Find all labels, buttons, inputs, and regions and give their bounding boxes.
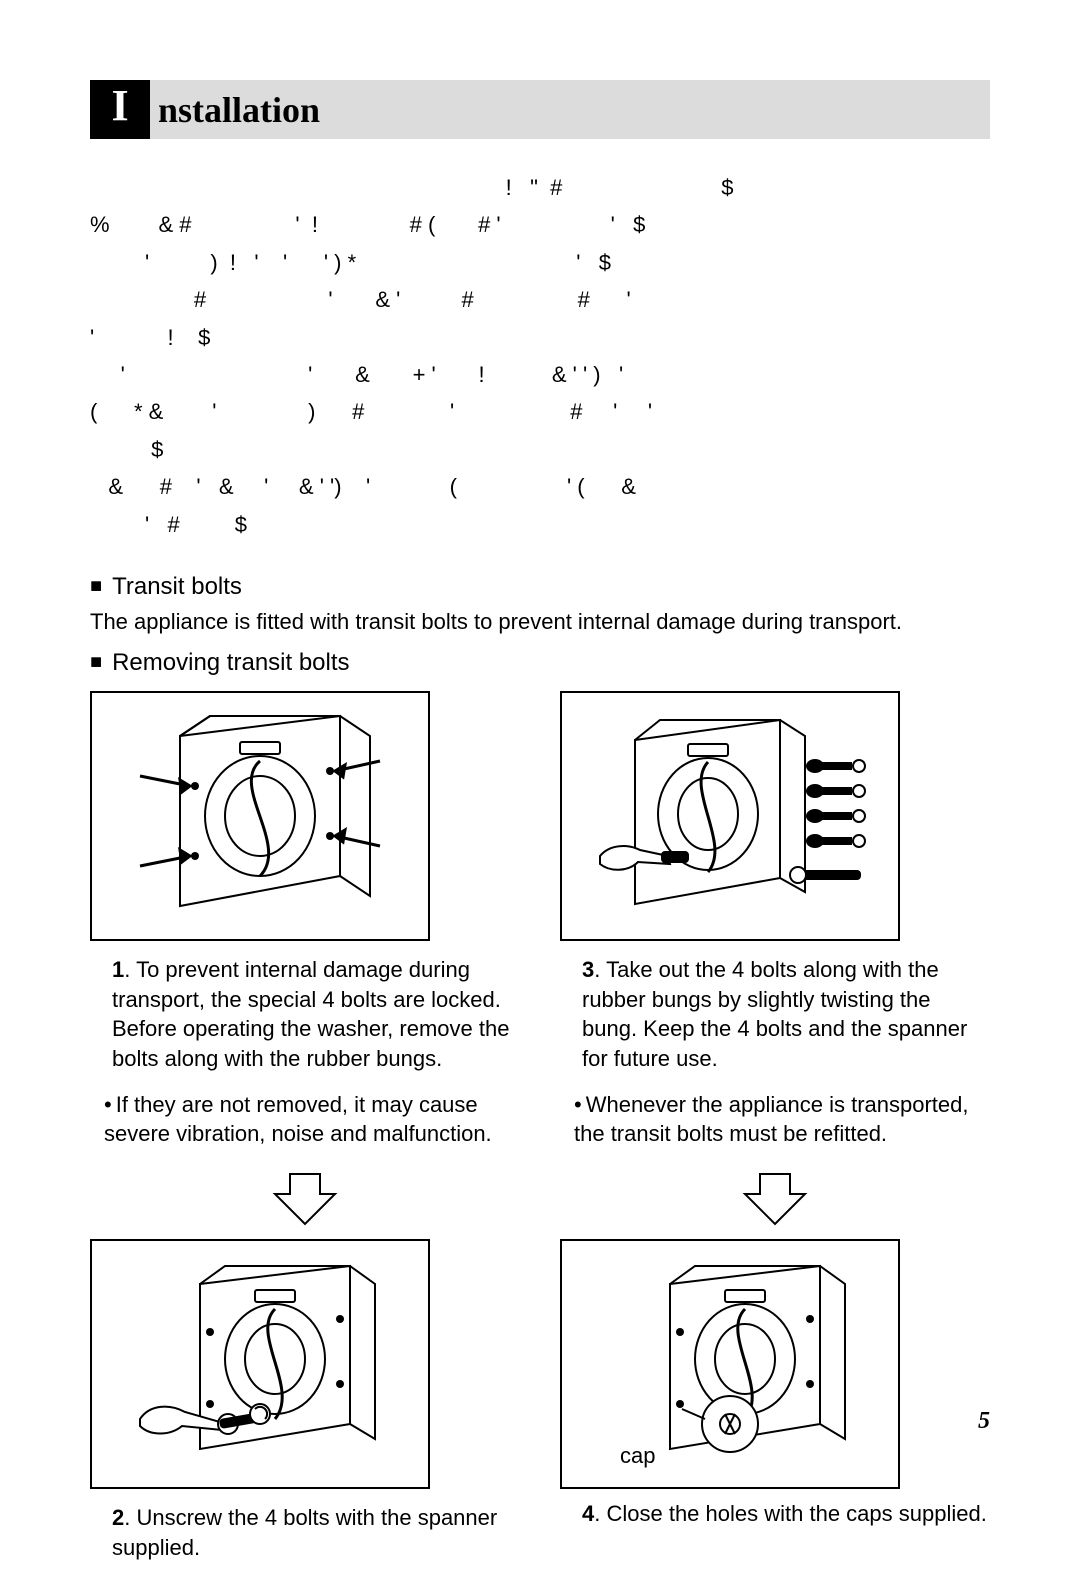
left-column: 1. To prevent internal damage during tra… bbox=[90, 691, 520, 1578]
title-bar: I nstallation bbox=[90, 80, 990, 139]
step-body: . Take out the 4 bolts along with the ru… bbox=[582, 957, 967, 1071]
washer-spanner-illustration bbox=[110, 1254, 410, 1474]
page-number: 5 bbox=[978, 1408, 990, 1435]
transit-bolts-description: The appliance is fitted with transit bol… bbox=[90, 609, 990, 635]
step-3-note: Whenever the appliance is transported, t… bbox=[560, 1090, 990, 1149]
section-removing-transit-bolts: ■ Removing transit bolts bbox=[90, 649, 990, 677]
section-title: Removing transit bolts bbox=[112, 649, 349, 677]
step-number: 2 bbox=[112, 1505, 124, 1530]
section-transit-bolts: ■ Transit bolts bbox=[90, 573, 990, 601]
washer-remove-bolts-illustration bbox=[580, 706, 880, 926]
title-capital: I bbox=[90, 80, 150, 139]
step-number: 1 bbox=[112, 957, 124, 982]
step-2-text: 2. Unscrew the 4 bolts with the spanner … bbox=[90, 1503, 520, 1562]
arrow-down-icon bbox=[90, 1169, 520, 1229]
steps-columns: 1. To prevent internal damage during tra… bbox=[90, 691, 990, 1578]
title-rest: nstallation bbox=[150, 80, 990, 139]
square-bullet-icon: ■ bbox=[90, 575, 102, 598]
square-bullet-icon: ■ bbox=[90, 651, 102, 674]
step-number: 3 bbox=[582, 957, 594, 982]
figure-step-2 bbox=[90, 1239, 430, 1489]
washer-caps-illustration bbox=[580, 1254, 880, 1474]
section-title: Transit bolts bbox=[112, 573, 242, 601]
cap-label: cap bbox=[620, 1443, 655, 1468]
garbled-text-block: ! " # $ % & # ' ! # ( # ' ' $ ' ) ! ' ' … bbox=[90, 169, 990, 543]
step-1-text: 1. To prevent internal damage during tra… bbox=[90, 955, 520, 1074]
step-body: . To prevent internal damage during tran… bbox=[112, 957, 509, 1071]
figure-step-4 bbox=[560, 1239, 900, 1489]
arrow-down-icon bbox=[560, 1169, 990, 1229]
figure-step-1 bbox=[90, 691, 430, 941]
washer-bolts-illustration bbox=[110, 706, 410, 926]
right-column: 3. Take out the 4 bolts along with the r… bbox=[560, 691, 990, 1578]
step-1-note: If they are not removed, it may cause se… bbox=[90, 1090, 520, 1149]
figure-step-3 bbox=[560, 691, 900, 941]
step-3-text: 3. Take out the 4 bolts along with the r… bbox=[560, 955, 990, 1074]
step-body: . Unscrew the 4 bolts with the spanner s… bbox=[112, 1505, 497, 1560]
